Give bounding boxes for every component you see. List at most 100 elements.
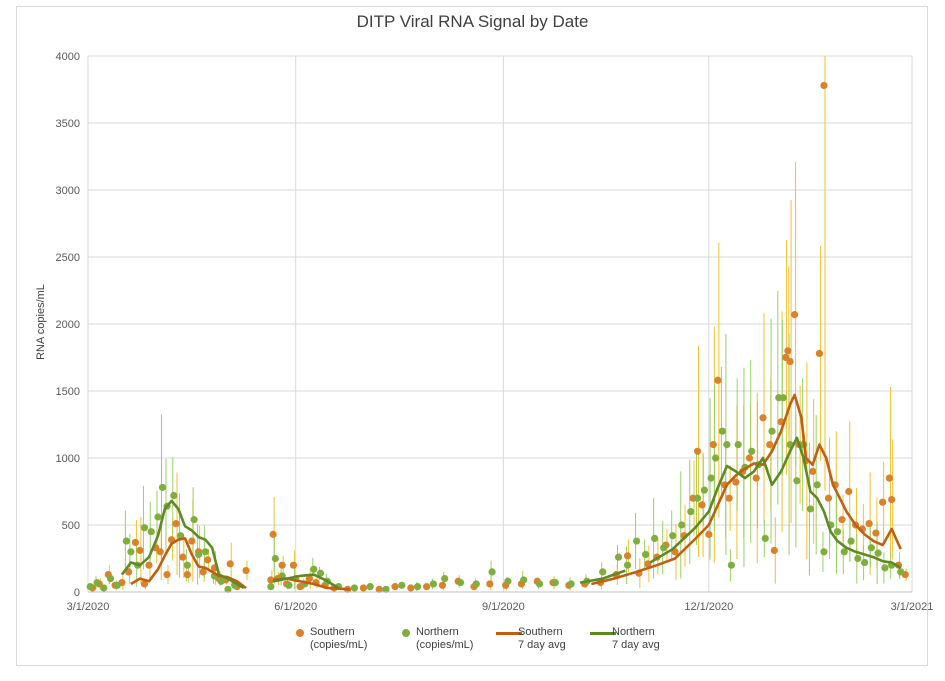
northern-point: [472, 580, 480, 588]
northern-point: [669, 532, 677, 540]
southern-point: [183, 570, 191, 579]
northern-point: [687, 508, 695, 516]
northern-point: [881, 564, 889, 572]
northern-point: [854, 554, 862, 563]
northern-point: [350, 584, 358, 592]
southern-point: [745, 454, 754, 462]
northern-point: [176, 532, 185, 540]
southern-point: [714, 376, 722, 384]
southern-point: [888, 495, 896, 504]
southern-point: [423, 583, 431, 591]
northern-point: [267, 583, 275, 591]
southern-point: [759, 414, 767, 422]
northern-point: [310, 565, 318, 573]
southern-point: [865, 520, 873, 528]
northern-point: [833, 528, 842, 536]
northern-point: [632, 537, 641, 545]
y-tick-label: 3500: [56, 118, 80, 130]
northern-point: [441, 575, 449, 583]
y-tick-label: 3000: [56, 185, 80, 197]
southern-point: [752, 474, 760, 482]
northern-point: [840, 548, 848, 556]
southern-point: [698, 501, 706, 509]
northern-point: [217, 577, 225, 585]
legend-label-northern-avg: Northern 7 day avg: [612, 626, 660, 651]
southern-point: [623, 552, 632, 560]
northern-point: [271, 554, 279, 563]
northern-point: [201, 548, 209, 556]
avg-lines: [120, 393, 902, 591]
northern-point: [693, 494, 702, 502]
y-axis-label: RNA copies/mL: [35, 284, 47, 360]
southern-point: [872, 529, 880, 537]
southern-point: [766, 441, 774, 449]
northern-point: [642, 550, 650, 559]
southern-point: [156, 548, 164, 556]
y-tick-label: 2500: [56, 252, 80, 264]
northern-point: [678, 521, 686, 529]
southern-point: [725, 494, 733, 502]
northern-point: [660, 544, 668, 552]
southern-point: [163, 570, 171, 579]
southern-point: [486, 580, 494, 588]
northern-point: [140, 524, 149, 532]
gridlines: [87, 55, 913, 593]
northern-point: [366, 583, 374, 591]
northern-point: [170, 491, 178, 500]
chart-frame: [16, 6, 928, 666]
northern-point: [768, 427, 776, 435]
southern-point: [784, 347, 792, 355]
northern-point: [867, 544, 875, 552]
northern-point: [106, 575, 115, 583]
southern-point: [407, 584, 415, 592]
northern-point: [147, 528, 155, 536]
northern-point: [614, 553, 623, 561]
northern-7day-avg-line: [649, 436, 902, 570]
y-tick-label: 1000: [56, 453, 80, 465]
southern-point: [732, 478, 740, 486]
southern-point: [709, 441, 717, 449]
southern-point: [199, 568, 207, 576]
southern-point: [644, 560, 652, 568]
southern-point: [179, 553, 187, 561]
northern-point: [113, 581, 121, 589]
northern-point: [813, 481, 821, 489]
northern-point: [748, 447, 756, 455]
southern-point: [820, 81, 828, 90]
y-tick-label: 0: [74, 587, 80, 599]
northern-point: [779, 394, 787, 402]
legend-line-northern-avg: [590, 632, 616, 635]
northern-point: [793, 477, 801, 485]
northern-point: [897, 568, 905, 576]
southern-point: [438, 581, 447, 589]
northern-point: [93, 579, 101, 587]
northern-point: [700, 486, 708, 494]
northern-point: [520, 576, 528, 584]
legend-marker-northern: [402, 629, 410, 637]
southern-point: [269, 530, 277, 538]
northern-point: [711, 454, 720, 462]
northern-point: [599, 568, 607, 576]
northern-point: [623, 561, 632, 569]
northern-point: [190, 516, 198, 524]
southern-point: [824, 494, 833, 502]
legend-line-southern-avg: [496, 632, 522, 635]
northern-point: [723, 441, 731, 449]
northern-point: [820, 548, 828, 556]
southern-point: [375, 585, 383, 593]
northern-point: [488, 568, 496, 576]
northern-point: [860, 558, 869, 567]
southern-point: [693, 447, 702, 455]
y-tick-label: 500: [62, 520, 80, 532]
northern-point: [429, 580, 438, 588]
southern-point: [131, 538, 140, 547]
southern-point: [705, 530, 713, 538]
northern-point: [86, 583, 94, 591]
northern-point: [414, 583, 422, 591]
northern-point: [806, 505, 815, 513]
northern-point: [316, 569, 325, 577]
southern-point: [305, 575, 313, 583]
southern-point: [204, 556, 212, 564]
axes: 0 500 1000 1500 2000 2500 3000 3500 4000 3/1/2020…: [56, 51, 934, 613]
